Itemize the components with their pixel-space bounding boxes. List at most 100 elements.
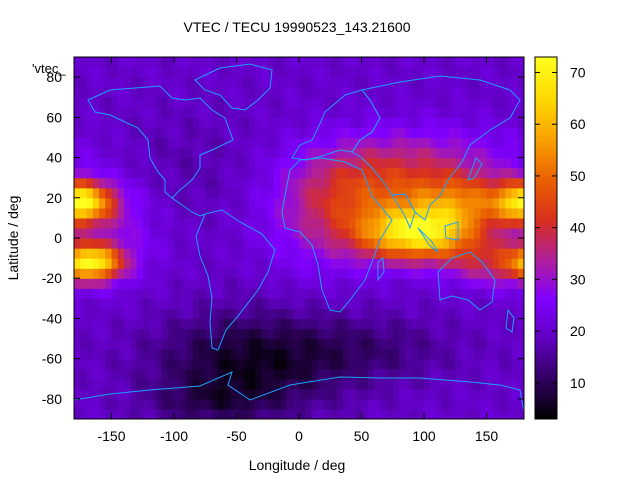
heatmap-cell (167, 338, 175, 350)
heatmap-cell (436, 378, 444, 390)
heatmap-cell (361, 288, 369, 299)
heatmap-cell (299, 97, 306, 108)
heatmap-cell (286, 328, 294, 340)
heatmap-cell (355, 278, 363, 289)
heatmap-cell (286, 147, 294, 159)
heatmap-cell (80, 358, 88, 370)
heatmap-cell (292, 248, 300, 259)
heatmap-cell (74, 157, 81, 169)
heatmap-cell (255, 258, 263, 269)
heatmap-cell (399, 77, 406, 88)
heatmap-cell (186, 238, 194, 249)
heatmap-cell (499, 127, 506, 139)
heatmap-cell (324, 308, 331, 320)
heatmap-cell (486, 157, 494, 169)
heatmap-cell (136, 258, 144, 269)
heatmap-cell (311, 97, 319, 108)
heatmap-cell (299, 217, 306, 229)
heatmap-cell (305, 288, 313, 299)
heatmap-cell (86, 197, 94, 209)
heatmap-cell (99, 358, 106, 370)
heatmap-cell (105, 227, 113, 239)
heatmap-cell (436, 117, 444, 128)
heatmap-cell (492, 157, 500, 169)
heatmap-cell (74, 318, 81, 330)
heatmap-cell (192, 358, 200, 370)
heatmap-cell (105, 67, 113, 78)
heatmap-cell (80, 157, 88, 169)
heatmap-cell (74, 87, 81, 98)
heatmap-cell (249, 217, 256, 229)
heatmap-cell (392, 358, 400, 370)
heatmap-cell (474, 318, 481, 330)
heatmap-cell (199, 378, 206, 390)
heatmap-cell (224, 248, 231, 259)
heatmap-cell (105, 358, 113, 370)
heatmap-cell (142, 378, 150, 390)
heatmap-cell (224, 227, 231, 239)
heatmap-cell (392, 167, 400, 179)
heatmap-cell (217, 398, 225, 410)
heatmap-cell (361, 368, 369, 380)
heatmap-cell (486, 368, 494, 380)
heatmap-cell (142, 238, 150, 249)
heatmap-cell (211, 57, 219, 68)
heatmap-cell (80, 137, 88, 149)
heatmap-cell (86, 207, 94, 219)
heatmap-cell (299, 137, 306, 149)
heatmap-cell (467, 137, 475, 149)
heatmap-cell (99, 388, 106, 400)
heatmap-cell (411, 368, 419, 380)
heatmap-cell (136, 288, 144, 299)
heatmap-cell (492, 107, 500, 118)
heatmap-cell (311, 368, 319, 380)
colorbar-tick-label: 10 (570, 375, 586, 391)
heatmap-cell (442, 398, 450, 410)
heatmap-cell (461, 127, 469, 139)
heatmap-cell (261, 408, 269, 419)
heatmap-cell (405, 157, 413, 169)
heatmap-cell (105, 258, 113, 269)
heatmap-cell (342, 177, 350, 189)
heatmap-cell (499, 197, 506, 209)
heatmap-cell (142, 97, 150, 108)
heatmap-cell (149, 97, 156, 108)
heatmap-cell (417, 358, 425, 370)
heatmap-cell (267, 368, 275, 380)
heatmap-cell (511, 388, 519, 400)
heatmap-cell (99, 398, 106, 410)
heatmap-cell (174, 207, 181, 219)
heatmap-cell (274, 288, 281, 299)
heatmap-cell (99, 268, 106, 279)
heatmap-cell (86, 67, 94, 78)
heatmap-cell (192, 248, 200, 259)
heatmap-cell (505, 87, 513, 98)
heatmap-cell (474, 288, 481, 299)
heatmap-cell (474, 57, 481, 68)
heatmap-cell (374, 177, 381, 189)
heatmap-cell (449, 258, 456, 269)
heatmap-cell (430, 308, 438, 320)
heatmap-cell (442, 318, 450, 330)
heatmap-cell (336, 358, 344, 370)
heatmap-cell (336, 238, 344, 249)
heatmap-cell (499, 238, 506, 249)
heatmap-cell (311, 378, 319, 390)
heatmap-cell (405, 338, 413, 350)
heatmap-cell (399, 268, 406, 279)
heatmap-cell (455, 358, 463, 370)
heatmap-cell (442, 348, 450, 360)
heatmap-cell (136, 107, 144, 118)
heatmap-cell (199, 358, 206, 370)
heatmap-cell (217, 177, 225, 189)
heatmap-cell (374, 248, 381, 259)
heatmap-cell (361, 278, 369, 289)
heatmap-cell (449, 248, 456, 259)
x-tick-label: -150 (97, 428, 125, 444)
heatmap-cell (405, 97, 413, 108)
heatmap-cell (461, 157, 469, 169)
heatmap-cell (305, 177, 313, 189)
heatmap-cell (517, 157, 524, 169)
heatmap-cell (199, 388, 206, 400)
